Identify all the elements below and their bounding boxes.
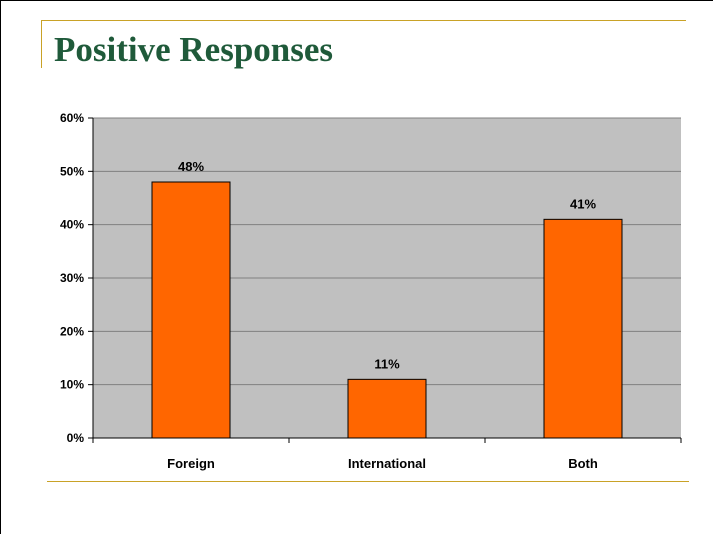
y-tick-label: 30% <box>60 271 84 285</box>
bar-both <box>543 218 623 439</box>
title-accent-line <box>41 20 686 21</box>
bar-international <box>347 378 427 439</box>
y-tick-label: 60% <box>60 111 84 125</box>
footer-accent-line <box>47 481 689 482</box>
data-label: 41% <box>570 196 596 211</box>
title-accent-bar <box>41 20 42 68</box>
category-label: Foreign <box>167 456 215 471</box>
bar-foreign <box>151 181 231 439</box>
y-tick-label: 0% <box>67 431 85 445</box>
data-label: 48% <box>178 159 204 174</box>
y-tick-label: 50% <box>60 164 84 178</box>
category-label: Both <box>568 456 598 471</box>
y-tick-label: 10% <box>60 378 84 392</box>
category-label: International <box>348 456 426 471</box>
data-label: 11% <box>374 356 400 371</box>
y-tick-label: 20% <box>60 324 84 338</box>
slide-title: Positive Responses <box>54 30 334 69</box>
y-tick-label: 40% <box>60 218 84 232</box>
